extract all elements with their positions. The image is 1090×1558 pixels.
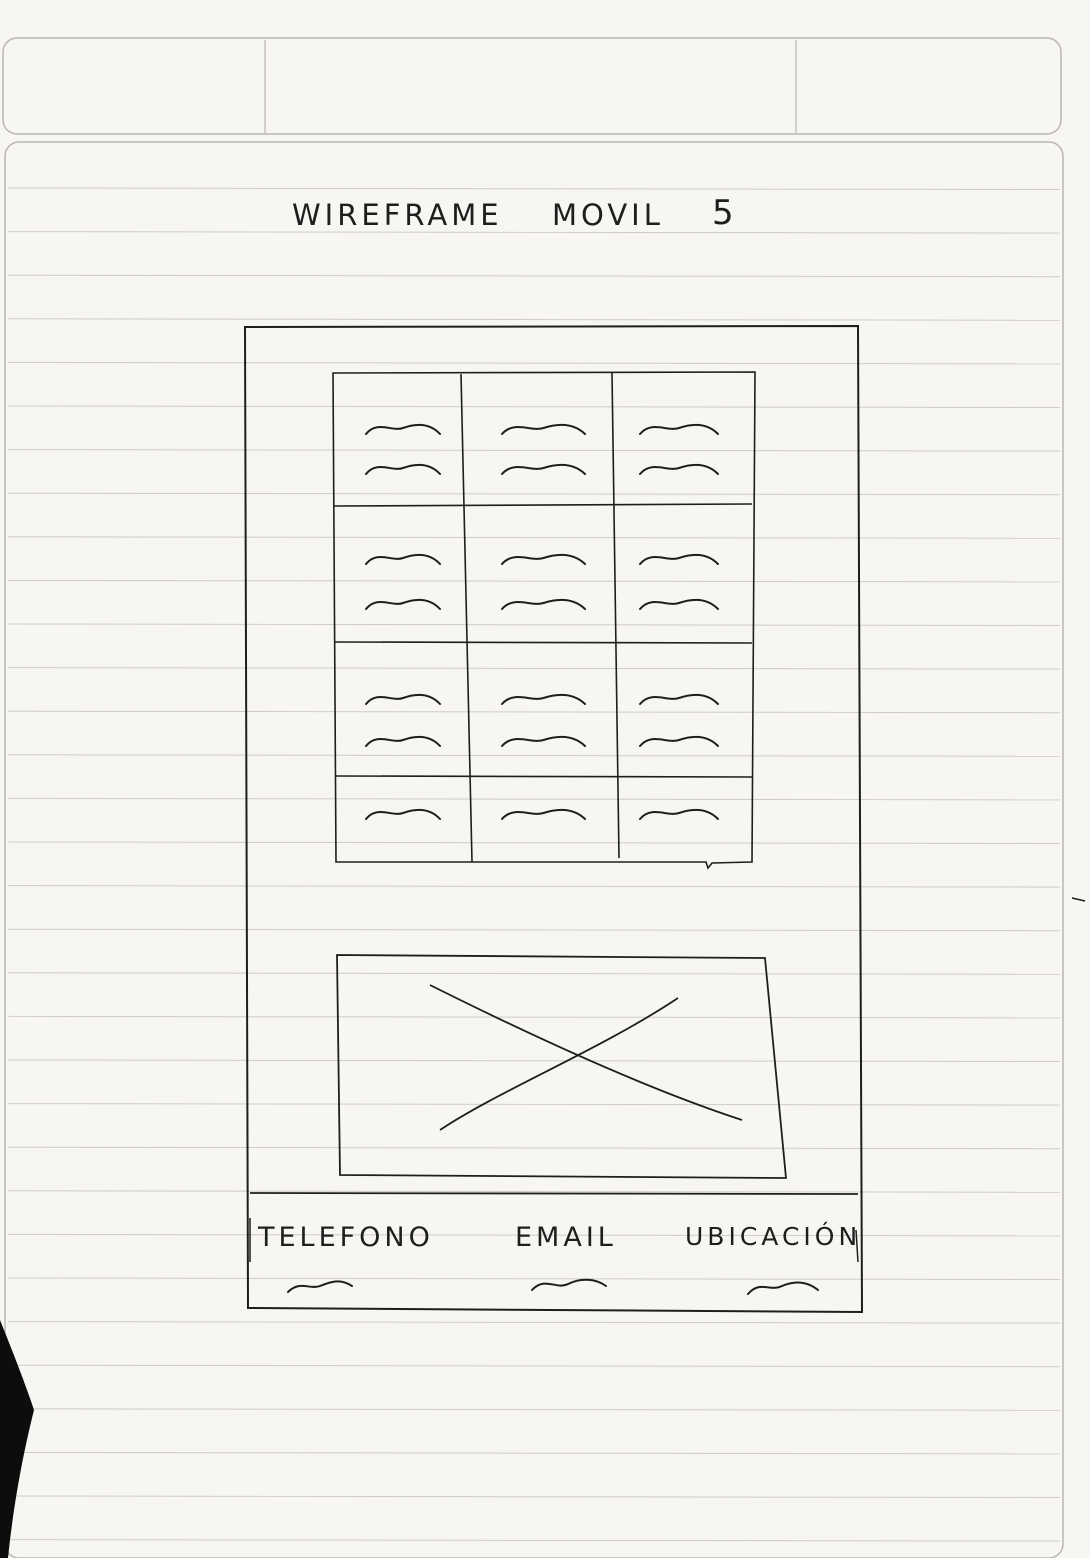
image-placeholder-x-icon-stroke — [439, 997, 679, 1131]
image-placeholder — [336, 954, 787, 1179]
grid-cell-squiggle — [639, 598, 719, 610]
rule-line — [7, 1408, 1061, 1411]
stray-mark — [1071, 897, 1086, 902]
footer-label-email: EMAIL — [515, 1222, 617, 1253]
rule-line — [7, 885, 1061, 888]
grid-cell-squiggle — [501, 693, 586, 705]
grid-cell-squiggle — [365, 463, 441, 475]
rule-line — [7, 1539, 1061, 1542]
notebook-body-panel — [4, 141, 1064, 1558]
rule-line — [7, 928, 1061, 932]
grid-col-divider-1 — [460, 373, 473, 863]
rule-line — [7, 1015, 1061, 1019]
grid-row-divider-2 — [334, 641, 753, 644]
phone-frame — [243, 324, 864, 1314]
grid-cell-squiggle — [639, 808, 719, 820]
rule-line — [7, 841, 1061, 844]
rule-line — [7, 1146, 1061, 1150]
rule-line — [7, 972, 1061, 975]
ruled-lines — [7, 187, 1061, 1542]
rule-line — [7, 318, 1061, 321]
rule-line — [7, 1451, 1061, 1455]
title-word-movil: MOVIL — [552, 198, 664, 232]
rule-line — [7, 710, 1061, 714]
footer-value-email — [531, 1278, 607, 1291]
rule-line — [7, 754, 1061, 757]
footer-value-placeholders — [287, 1278, 819, 1295]
grid-cell-squiggle — [639, 553, 719, 565]
image-placeholder-x-icon — [429, 984, 743, 1121]
footer-value-loc — [747, 1281, 819, 1295]
rule-line — [7, 623, 1061, 626]
rule-line — [7, 797, 1061, 801]
rule-line — [7, 1277, 1061, 1280]
grid-cell-squiggle — [639, 463, 719, 475]
grid-cell-squiggle — [639, 693, 719, 705]
rule-line — [7, 187, 1061, 190]
notebook-header-panel — [2, 37, 1062, 135]
rule-line — [7, 492, 1061, 496]
footer-value-tel — [287, 1280, 353, 1293]
rule-line — [7, 274, 1061, 278]
grid-cell-squiggle — [501, 553, 586, 565]
grid-col-divider-2 — [611, 372, 620, 859]
title-word-number: 5 — [712, 193, 738, 233]
footer-divider — [249, 1192, 859, 1195]
rule-line — [7, 579, 1061, 583]
rule-line — [7, 405, 1061, 408]
rule-line — [7, 361, 1061, 365]
grid-cell-squiggle — [639, 423, 719, 435]
grid-cell-squiggle — [501, 808, 586, 820]
footer-label-ubicacion: UBICACIÓN — [685, 1222, 862, 1251]
rule-line — [7, 1321, 1061, 1324]
grid-cell-squiggle — [639, 735, 719, 747]
content-grid — [332, 371, 756, 870]
rule-line — [7, 1103, 1061, 1106]
grid-cell-squiggle — [501, 735, 586, 747]
rule-line — [7, 536, 1061, 539]
grid-cell-squiggle — [365, 598, 441, 610]
grid-cell-squiggle — [365, 423, 441, 435]
rule-line — [7, 667, 1061, 670]
image-placeholder-frame — [336, 954, 787, 1179]
grid-cell-squiggle — [365, 553, 441, 565]
rule-line — [7, 1190, 1061, 1193]
rule-line — [7, 449, 1061, 452]
grid-row-divider-3 — [334, 775, 753, 778]
footer-label-telefono: TELEFONO — [258, 1222, 434, 1253]
grid-cell-squiggle — [365, 693, 441, 705]
grid-text-placeholders — [365, 423, 719, 820]
rule-line — [7, 231, 1061, 234]
torn-edge-shadow — [0, 1320, 34, 1558]
rule-line — [7, 1495, 1061, 1498]
grid-cell-squiggle — [501, 463, 586, 475]
grid-cell-squiggle — [365, 808, 441, 820]
grid-border — [332, 371, 756, 870]
grid-row-divider-1 — [333, 503, 753, 507]
footer-right-mark — [855, 1229, 859, 1263]
rule-line — [7, 1059, 1061, 1062]
rule-line — [7, 1233, 1061, 1237]
rule-line — [7, 1364, 1061, 1368]
grid-cell-squiggle — [501, 423, 586, 435]
title-word-wireframe: WIREFRAME — [292, 198, 503, 232]
grid-cell-squiggle — [501, 598, 586, 610]
grid-cell-squiggle — [365, 735, 441, 747]
